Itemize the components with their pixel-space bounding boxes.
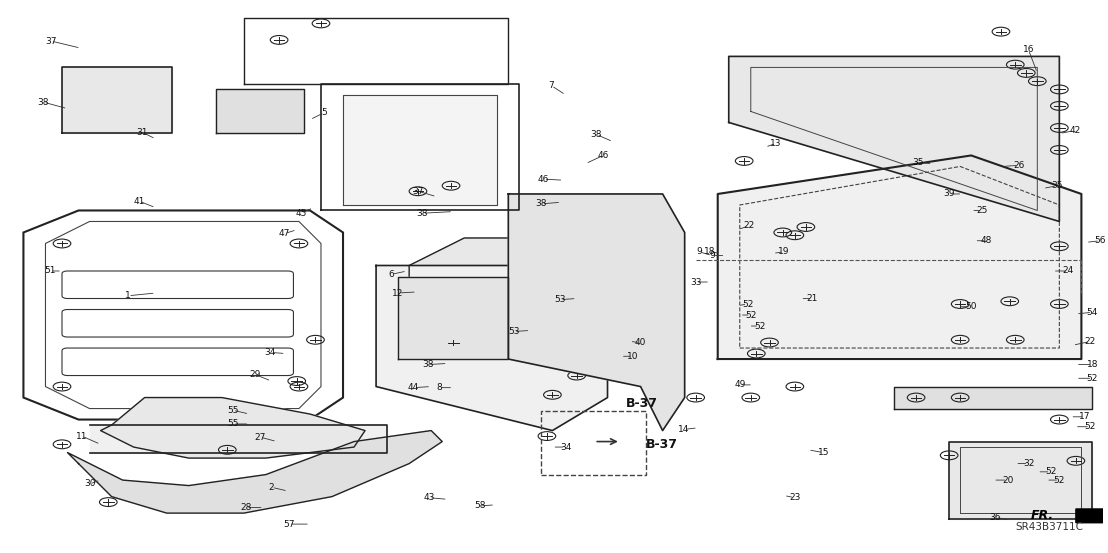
Text: 52: 52 [745, 311, 757, 320]
Text: 33: 33 [690, 278, 701, 286]
Text: 9: 9 [696, 247, 701, 256]
Text: 22: 22 [743, 221, 755, 231]
Text: 47: 47 [279, 229, 290, 238]
Text: 28: 28 [240, 503, 252, 512]
Polygon shape [376, 265, 607, 431]
Text: 23: 23 [789, 493, 801, 502]
Text: 58: 58 [474, 502, 485, 510]
Text: 26: 26 [1013, 161, 1024, 170]
Text: 48: 48 [981, 236, 993, 245]
Text: 17: 17 [1079, 413, 1090, 421]
Text: 44: 44 [408, 383, 419, 392]
Polygon shape [729, 56, 1059, 222]
Text: 53: 53 [554, 295, 566, 304]
Polygon shape [950, 441, 1092, 519]
Text: 25: 25 [976, 206, 988, 215]
Text: 37: 37 [45, 36, 57, 45]
Text: 43: 43 [423, 493, 434, 502]
Text: 2: 2 [268, 483, 274, 492]
Text: 52: 52 [753, 321, 766, 331]
Polygon shape [409, 238, 520, 321]
Text: 55: 55 [227, 420, 238, 429]
Text: 7: 7 [548, 81, 554, 90]
Text: 29: 29 [249, 370, 260, 379]
Text: 18: 18 [705, 247, 716, 256]
Text: 49: 49 [735, 380, 746, 389]
Polygon shape [718, 155, 1081, 359]
Text: 57: 57 [284, 520, 295, 529]
FancyArrow shape [1076, 506, 1108, 525]
Text: 9: 9 [709, 251, 715, 260]
Text: 15: 15 [818, 448, 829, 457]
Text: 8: 8 [437, 383, 442, 392]
Text: B-37: B-37 [626, 397, 658, 410]
Text: 31: 31 [136, 128, 148, 137]
Text: 41: 41 [133, 197, 145, 206]
Polygon shape [68, 431, 442, 513]
Text: 55: 55 [227, 406, 238, 415]
Text: 22: 22 [1085, 337, 1096, 346]
Text: 52: 52 [1085, 422, 1096, 431]
Text: 34: 34 [265, 348, 276, 357]
Text: 11: 11 [76, 431, 88, 441]
Text: 40: 40 [635, 338, 646, 347]
Text: 35: 35 [913, 158, 924, 167]
Text: 38: 38 [38, 97, 49, 107]
Text: 6: 6 [389, 270, 394, 279]
Polygon shape [90, 425, 387, 452]
Text: 24: 24 [1063, 267, 1074, 275]
Text: 16: 16 [1023, 45, 1034, 54]
Text: 38: 38 [417, 208, 428, 218]
Text: 52: 52 [1045, 467, 1056, 476]
Polygon shape [62, 67, 172, 133]
Text: 20: 20 [1002, 476, 1013, 484]
Text: 13: 13 [770, 139, 782, 148]
Text: 56: 56 [1095, 236, 1106, 245]
Text: 10: 10 [627, 352, 638, 361]
Text: 21: 21 [807, 294, 818, 303]
Polygon shape [343, 95, 497, 205]
Text: 52: 52 [741, 300, 753, 309]
Text: 12: 12 [392, 289, 403, 298]
Text: 37: 37 [412, 187, 423, 196]
Text: 30: 30 [84, 479, 95, 488]
Text: 42: 42 [1069, 126, 1080, 135]
Text: SR43B3711C: SR43B3711C [1015, 522, 1084, 532]
Text: 36: 36 [989, 513, 1002, 522]
Text: 53: 53 [509, 327, 520, 336]
Text: 35: 35 [1051, 181, 1063, 190]
Text: 38: 38 [422, 360, 433, 369]
Polygon shape [894, 387, 1092, 409]
Text: 14: 14 [678, 425, 689, 434]
Text: 5: 5 [321, 108, 327, 117]
Text: 38: 38 [591, 130, 603, 139]
Text: 18: 18 [1087, 360, 1098, 369]
Text: 46: 46 [537, 175, 550, 184]
Polygon shape [101, 398, 365, 458]
Text: 54: 54 [1087, 308, 1098, 317]
Text: 50: 50 [965, 302, 977, 311]
Text: 52: 52 [1087, 374, 1098, 383]
Polygon shape [398, 276, 509, 359]
Polygon shape [216, 90, 305, 133]
Text: 45: 45 [296, 208, 307, 218]
Text: 1: 1 [125, 291, 131, 300]
Text: B-37: B-37 [646, 438, 678, 451]
Text: 19: 19 [778, 247, 790, 256]
Text: 32: 32 [1023, 459, 1034, 468]
Text: 39: 39 [943, 190, 955, 199]
Text: 34: 34 [560, 442, 572, 452]
Text: 46: 46 [597, 151, 608, 160]
Polygon shape [509, 194, 685, 431]
Text: FR.: FR. [1030, 509, 1054, 523]
Text: 27: 27 [255, 432, 266, 442]
Text: 51: 51 [44, 267, 55, 275]
Text: 52: 52 [1054, 476, 1065, 484]
Text: 38: 38 [535, 200, 547, 208]
